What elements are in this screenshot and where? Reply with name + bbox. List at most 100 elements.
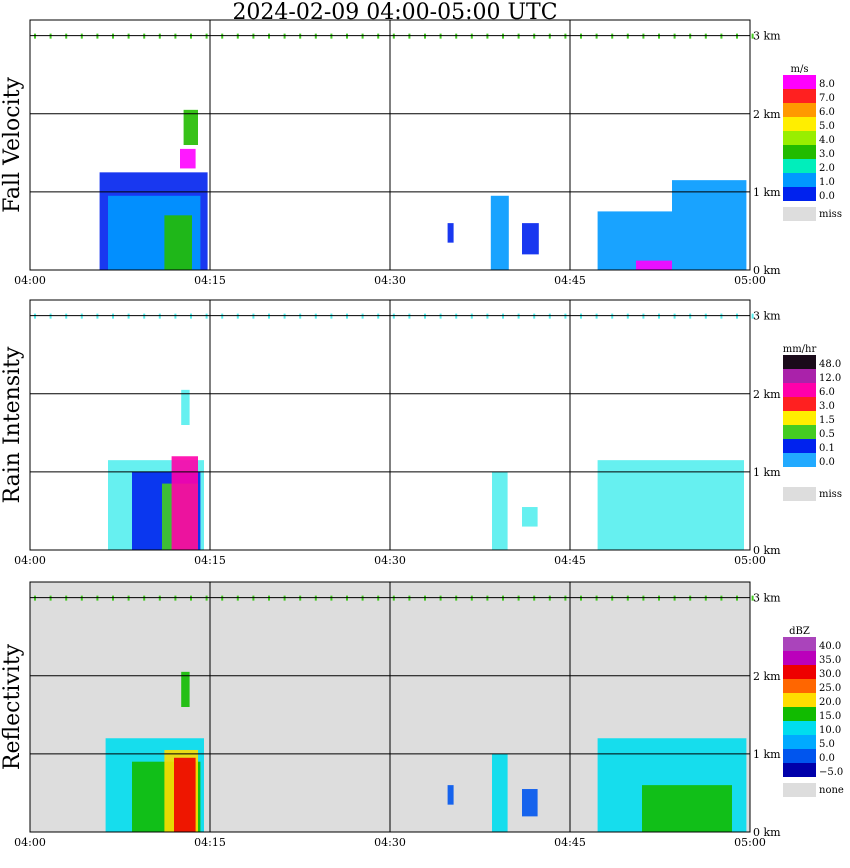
legend-label: 0.0 — [819, 753, 835, 764]
legend-label: 12.0 — [819, 373, 841, 384]
legend-label: 0.0 — [819, 191, 835, 202]
echo-cell — [597, 211, 672, 270]
time-tick-label: 04:15 — [194, 274, 226, 287]
legend-missing-label: none — [819, 785, 844, 796]
legend-swatch — [783, 467, 816, 481]
time-tick-label: 04:00 — [14, 836, 46, 849]
legend-label: 6.0 — [819, 107, 835, 118]
echo-cell — [490, 195, 509, 270]
legend-swatch — [783, 355, 816, 369]
echo-cell — [522, 223, 539, 255]
legend-label: 35.0 — [819, 655, 841, 666]
legend-label: 10.0 — [819, 725, 841, 736]
time-tick-label: 05:00 — [734, 274, 766, 287]
echo-cell — [174, 757, 196, 832]
height-tick-label: 1 km — [753, 186, 781, 199]
legend-swatch — [783, 383, 816, 397]
legend-label: 0.5 — [819, 429, 835, 440]
echo-cell — [522, 507, 538, 527]
legend-unit: m/s — [791, 64, 809, 75]
legend-swatch — [783, 117, 816, 131]
legend-swatch — [783, 453, 816, 467]
clutter-mark — [751, 595, 754, 601]
echo-cell — [171, 456, 198, 550]
legend-missing-label: miss — [819, 489, 842, 500]
echo-cell — [447, 223, 454, 243]
height-tick-label: 1 km — [753, 466, 781, 479]
echo-cell — [183, 109, 198, 145]
echo-cell — [181, 671, 190, 707]
legend-label: 48.0 — [819, 359, 841, 370]
echo-cell — [597, 460, 744, 550]
height-tick-label: 0 km — [753, 264, 781, 277]
height-tick-label: 3 km — [753, 310, 781, 323]
height-tick-label: 0 km — [753, 826, 781, 839]
legend-missing-label: miss — [819, 209, 842, 220]
plot-frame — [29, 19, 751, 271]
legend-swatch — [783, 75, 816, 89]
legend-label: 20.0 — [819, 697, 841, 708]
echo-cell — [181, 389, 190, 425]
echo-cell — [522, 789, 538, 817]
legend-unit: dBZ — [789, 626, 810, 637]
time-tick-label: 05:00 — [734, 554, 766, 567]
legend-label: 1.5 — [819, 415, 835, 426]
y-axis-label: Reflectivity — [0, 643, 25, 770]
legend-label: 3.0 — [819, 149, 835, 160]
legend-swatch — [783, 749, 816, 763]
legend-swatch — [783, 145, 816, 159]
legend-label: 15.0 — [819, 711, 841, 722]
legend-missing-swatch — [783, 487, 816, 501]
legend-missing-swatch — [783, 207, 816, 221]
legend-label: 8.0 — [819, 79, 835, 90]
echo-cell — [636, 260, 672, 270]
legend-swatch — [783, 89, 816, 103]
legend-swatch — [783, 693, 816, 707]
time-tick-label: 04:45 — [554, 554, 586, 567]
panel-1: 04:00 04:15 04:30 04:45 05:000 km 1 km 2 km 3 k… — [0, 19, 842, 287]
legend-swatch — [783, 369, 816, 383]
legend-swatch — [783, 411, 816, 425]
plot-frame — [29, 299, 751, 551]
legend-label: 3.0 — [819, 401, 835, 412]
echo-cell — [447, 785, 454, 805]
height-tick-label: 2 km — [753, 388, 781, 401]
time-tick-label: 05:00 — [734, 836, 766, 849]
time-tick-label: 04:00 — [14, 274, 46, 287]
legend-label: 40.0 — [819, 641, 841, 652]
legend-label: 30.0 — [819, 669, 841, 680]
echo-cell — [492, 753, 508, 832]
legend-label: 0.1 — [819, 443, 835, 454]
height-tick-label: 2 km — [753, 108, 781, 121]
time-tick-label: 04:15 — [194, 836, 226, 849]
y-axis-label: Fall Velocity — [0, 77, 25, 213]
height-tick-label: 0 km — [753, 544, 781, 557]
legend-label: 4.0 — [819, 135, 835, 146]
legend-label: 6.0 — [819, 387, 835, 398]
legend-swatch — [783, 637, 816, 651]
clutter-mark — [751, 33, 754, 39]
height-tick-label: 2 km — [753, 670, 781, 683]
echo-cell — [180, 148, 196, 169]
time-tick-label: 04:30 — [374, 836, 406, 849]
legend-swatch — [783, 707, 816, 721]
legend-swatch — [783, 159, 816, 173]
echo-cell — [492, 471, 508, 550]
legend-swatch — [783, 103, 816, 117]
legend-label: 7.0 — [819, 93, 835, 104]
legend-swatch — [783, 721, 816, 735]
clutter-mark — [751, 313, 754, 319]
legend-swatch — [783, 187, 816, 201]
time-tick-label: 04:00 — [14, 554, 46, 567]
height-tick-label: 1 km — [753, 748, 781, 761]
y-axis-label: Rain Intensity — [0, 346, 25, 503]
legend-swatch — [783, 425, 816, 439]
time-tick-label: 04:15 — [194, 554, 226, 567]
time-tick-label: 04:45 — [554, 836, 586, 849]
legend-label: −5.0 — [819, 767, 843, 778]
legend-missing-swatch — [783, 783, 816, 797]
legend-swatch — [783, 735, 816, 749]
time-tick-label: 04:30 — [374, 554, 406, 567]
legend-label: 5.0 — [819, 121, 835, 132]
